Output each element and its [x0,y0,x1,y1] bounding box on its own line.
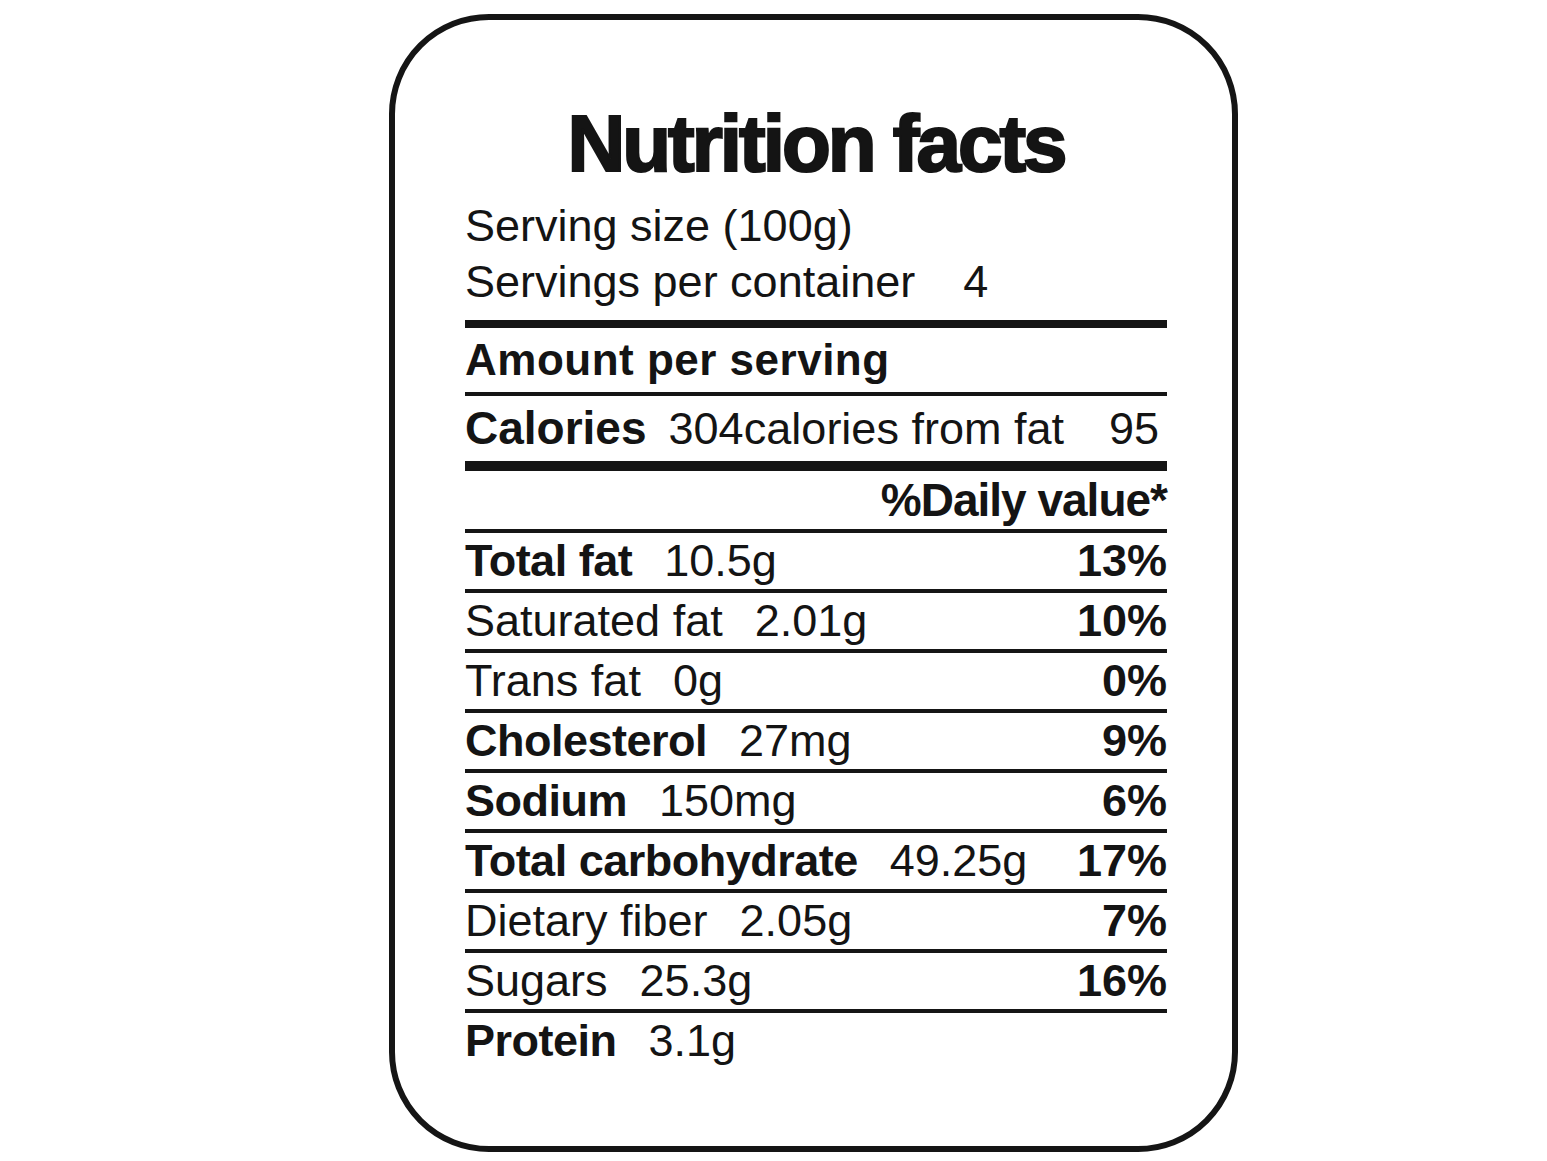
table-row-sodium: Sodium 150mg 6% [465,773,1167,833]
table-row-dietary-fiber: Dietary fiber 2.05g 7% [465,893,1167,953]
divider-thick-top [465,320,1167,328]
nutrient-name: Saturated fat [465,593,723,649]
divider-thick-bottom [465,461,1167,471]
table-row-sugars: Sugars 25.3g 16% [465,953,1167,1013]
nutrient-value: 150mg [659,773,797,829]
nutrient-percent: 16% [1077,953,1167,1009]
servings-per-container-line: Servings per container 4 [465,254,1167,310]
nutrient-name: Dietary fiber [465,893,708,949]
table-row-total-fat: Total fat 10.5g 13% [465,533,1167,593]
nutrient-name: Total carbohydrate [465,833,858,889]
nutrient-value: 49.25g [890,833,1028,889]
serving-size-text: Serving size (100g) [465,200,853,251]
nutrient-name: Cholesterol [465,713,707,769]
nutrient-percent: 13% [1077,533,1167,589]
nutrient-percent: 10% [1077,593,1167,649]
serving-size-line: Serving size (100g) [465,198,1167,254]
nutrient-value: 0g [673,653,723,709]
nutrient-percent: 9% [1102,713,1167,769]
scan-background: Nutrition facts Serving size (100g) Serv… [0,0,1547,1161]
label-content: Nutrition facts Serving size (100g) Serv… [465,20,1167,1069]
nutrient-percent: 17% [1077,833,1167,889]
nutrient-value: 27mg [739,713,852,769]
label-title: Nutrition facts [465,104,1167,184]
nutrition-facts-label: Nutrition facts Serving size (100g) Serv… [389,14,1238,1152]
servings-label: Servings per container [465,256,915,307]
nutrient-name: Trans fat [465,653,641,709]
daily-value-header: %Daily value* [465,471,1167,529]
nutrient-value: 2.01g [755,593,868,649]
nutrient-name: Protein [465,1013,617,1069]
nutrient-percent: 6% [1102,773,1167,829]
table-row-protein: Protein 3.1g [465,1013,1167,1069]
nutrient-name: Sugars [465,953,608,1009]
table-row-cholesterol: Cholesterol 27mg 9% [465,713,1167,773]
nutrient-value: 25.3g [640,953,753,1009]
calories-label: Calories [465,402,647,454]
nutrient-name: Total fat [465,533,632,589]
calories-from-fat-label: calories from fat [744,403,1064,454]
table-row-saturated-fat: Saturated fat 2.01g 10% [465,593,1167,653]
calories-from-fat-value: 95 [1109,403,1167,454]
calories-row: Calories 304 calories from fat 95 [465,396,1167,461]
nutrient-percent: 7% [1102,893,1167,949]
calories-from-fat-group: calories from fat 95 [744,397,1167,461]
nutrient-value: 2.05g [740,893,853,949]
table-row-total-carbohydrate: Total carbohydrate 49.25g 17% [465,833,1167,893]
calories-left-group: Calories 304 [465,396,744,461]
calories-value: 304 [669,403,744,454]
nutrient-percent: 0% [1102,653,1167,709]
amount-per-serving-heading: Amount per serving [465,328,1167,392]
table-row-trans-fat: Trans fat 0g 0% [465,653,1167,713]
servings-value: 4 [963,256,988,307]
nutrient-value: 3.1g [649,1013,737,1069]
nutrient-value: 10.5g [664,533,777,589]
nutrient-name: Sodium [465,773,627,829]
